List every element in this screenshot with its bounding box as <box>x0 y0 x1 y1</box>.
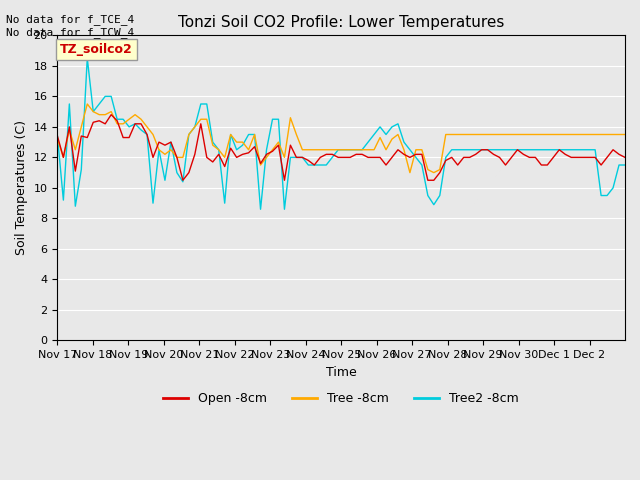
Open -8cm <box>621 155 629 160</box>
Tree -8cm <box>586 132 593 137</box>
Line: Tree2 -8cm: Tree2 -8cm <box>58 58 625 209</box>
Open -8cm <box>586 155 593 160</box>
Tree -8cm <box>54 136 61 142</box>
Y-axis label: Soil Temperatures (C): Soil Temperatures (C) <box>15 120 28 255</box>
Tree2 -8cm <box>586 147 593 153</box>
Open -8cm <box>54 133 61 139</box>
Open -8cm <box>179 178 187 183</box>
Title: Tonzi Soil CO2 Profile: Lower Temperatures: Tonzi Soil CO2 Profile: Lower Temperatur… <box>178 15 504 30</box>
X-axis label: Time: Time <box>326 366 356 379</box>
Tree2 -8cm <box>83 55 91 61</box>
Tree2 -8cm <box>352 147 360 153</box>
Tree -8cm <box>346 147 354 153</box>
Tree -8cm <box>305 147 312 153</box>
Text: No data for f_TCE_4
No data for f_TCW_4: No data for f_TCE_4 No data for f_TCW_4 <box>6 14 134 38</box>
Tree2 -8cm <box>221 200 228 206</box>
Tree2 -8cm <box>54 133 61 139</box>
Open -8cm <box>370 155 378 160</box>
Tree2 -8cm <box>310 162 318 168</box>
Open -8cm <box>137 121 145 127</box>
Tree -8cm <box>621 132 629 137</box>
Line: Open -8cm: Open -8cm <box>58 115 625 180</box>
Tree2 -8cm <box>257 206 264 212</box>
Open -8cm <box>108 112 115 118</box>
Text: TZ_soilco2: TZ_soilco2 <box>60 43 133 56</box>
Tree -8cm <box>137 116 145 122</box>
Line: Tree -8cm: Tree -8cm <box>58 104 625 173</box>
Open -8cm <box>227 145 234 151</box>
Open -8cm <box>310 162 318 168</box>
Tree2 -8cm <box>621 162 629 168</box>
Legend: Open -8cm, Tree -8cm, Tree2 -8cm: Open -8cm, Tree -8cm, Tree2 -8cm <box>158 387 524 410</box>
Open -8cm <box>352 152 360 157</box>
Tree -8cm <box>83 101 91 107</box>
Tree -8cm <box>406 170 413 176</box>
Tree2 -8cm <box>137 127 145 133</box>
Tree -8cm <box>221 155 228 160</box>
Tree -8cm <box>364 147 372 153</box>
Tree2 -8cm <box>370 132 378 137</box>
